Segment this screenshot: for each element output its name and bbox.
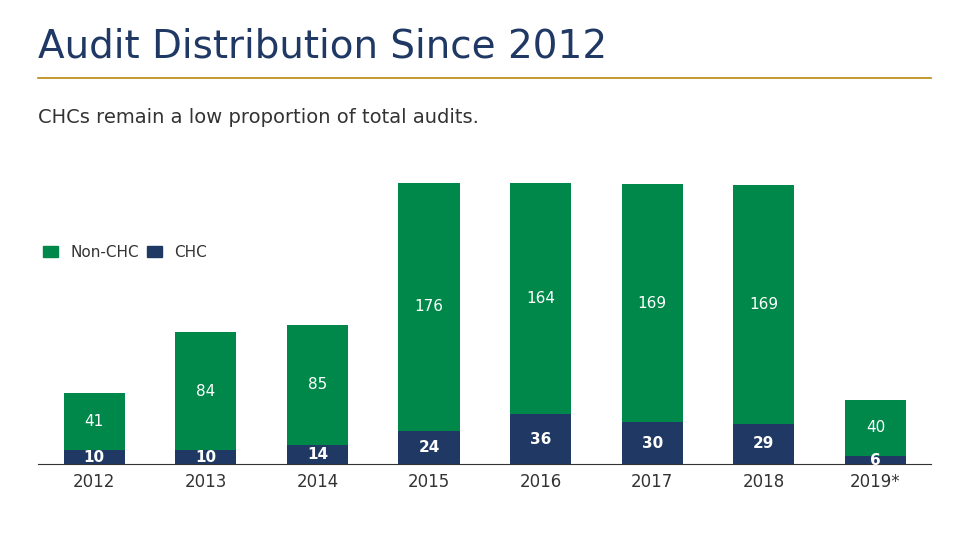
Bar — [398, 183, 460, 430]
Text: 10: 10 — [84, 450, 105, 465]
Bar — [175, 450, 236, 464]
Bar — [621, 184, 683, 422]
Bar — [510, 183, 571, 414]
Bar — [733, 185, 795, 423]
Bar — [733, 423, 795, 464]
Text: 41: 41 — [84, 414, 104, 429]
Text: 40: 40 — [866, 420, 885, 435]
Bar — [845, 456, 906, 464]
Legend: Non-CHC, CHC: Non-CHC, CHC — [37, 239, 213, 266]
Text: 29: 29 — [753, 436, 775, 451]
Text: 84: 84 — [196, 383, 215, 399]
Bar — [287, 444, 348, 464]
Text: 14: 14 — [307, 447, 328, 462]
Text: 24: 24 — [419, 440, 440, 455]
Text: 176: 176 — [415, 299, 444, 314]
Bar — [63, 450, 125, 464]
Bar — [175, 332, 236, 450]
Text: 6: 6 — [870, 453, 880, 468]
Text: 23: 23 — [19, 514, 38, 529]
Text: 164: 164 — [526, 291, 555, 306]
Bar — [510, 414, 571, 464]
Bar — [398, 430, 460, 464]
Text: CHCs remain a low proportion of total audits.: CHCs remain a low proportion of total au… — [38, 108, 479, 127]
Text: 10: 10 — [195, 450, 216, 465]
Text: Audit Distribution Since 2012: Audit Distribution Since 2012 — [38, 27, 608, 65]
Text: 169: 169 — [637, 295, 667, 310]
Bar — [63, 393, 125, 450]
Text: 30: 30 — [641, 436, 662, 451]
Bar — [621, 422, 683, 464]
Bar — [845, 400, 906, 456]
Text: 36: 36 — [530, 431, 551, 447]
Text: 169: 169 — [749, 297, 779, 312]
Text: 85: 85 — [308, 377, 327, 392]
Bar — [287, 325, 348, 444]
